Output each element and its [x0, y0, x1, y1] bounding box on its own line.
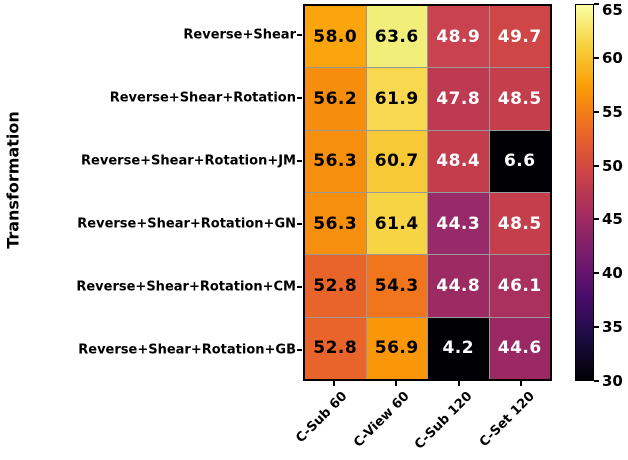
- heatmap-cell: 4.2: [428, 317, 489, 379]
- heatmap-cell: 58.0: [305, 6, 366, 68]
- axis-tick: [594, 380, 599, 382]
- colorbar-tick-label: 30: [602, 372, 623, 390]
- axis-tick: [594, 3, 599, 5]
- colorbar-tick-label: 45: [602, 210, 623, 229]
- heatmap-cell: 48.5: [489, 68, 550, 130]
- axis-tick: [594, 326, 599, 329]
- axis-tick: [333, 381, 336, 386]
- heatmap-cell: 61.4: [366, 192, 427, 255]
- colorbar-tick-label: 35: [602, 318, 623, 337]
- heatmap-cell: 48.4: [428, 130, 489, 192]
- heatmap-cell: 56.9: [366, 317, 427, 379]
- axis-tick: [519, 381, 522, 386]
- heatmap-cell: 48.5: [489, 192, 550, 255]
- heatmap-cell: 44.6: [489, 317, 550, 379]
- axis-tick: [297, 34, 302, 37]
- heatmap-cell: 60.7: [366, 130, 427, 192]
- y-axis-label: Transformation: [3, 111, 23, 249]
- axis-tick: [594, 272, 599, 275]
- heatmap-cell: 47.8: [428, 68, 489, 130]
- colorbar-tick-label: 55: [602, 102, 623, 121]
- colorbar-tick-label: 40: [602, 264, 623, 283]
- axis-tick: [594, 164, 599, 167]
- row-label: Reverse+Shear+Rotation: [109, 90, 296, 106]
- heatmap-cell: 61.9: [366, 68, 427, 130]
- heatmap-cell: 63.6: [366, 6, 427, 68]
- colorbar-tick-label: 50: [602, 156, 623, 175]
- column-label: C-View 60: [351, 389, 413, 451]
- axis-tick: [297, 97, 302, 100]
- heatmap-cell: 46.1: [489, 255, 550, 317]
- row-label: Reverse+Shear+Rotation+GB: [78, 342, 296, 358]
- heatmap-cell: 44.3: [428, 192, 489, 255]
- axis-tick: [297, 160, 302, 163]
- column-label: C-Sub 120: [411, 389, 476, 453]
- column-label: C-Set 120: [476, 389, 538, 451]
- heatmap-cell: 48.9: [428, 6, 489, 68]
- axis-tick: [594, 218, 599, 221]
- heatmap-cell: 56.3: [305, 192, 366, 255]
- axis-tick: [395, 381, 398, 386]
- heatmap-cell: 52.8: [305, 317, 366, 379]
- colorbar: [575, 4, 594, 381]
- heatmap-cell: 6.6: [489, 130, 550, 192]
- heatmap-cell: 49.7: [489, 6, 550, 68]
- row-label: Reverse+Shear+Rotation+CM: [76, 279, 296, 295]
- row-label: Reverse+Shear+Rotation+GN: [77, 216, 296, 232]
- heatmap-cell: 54.3: [366, 255, 427, 317]
- heatmap-cell: 56.3: [305, 130, 366, 192]
- heatmap-grid: 58.0 63.6 48.9 49.7 56.2 61.9 47.8 48.5 56.3 60.7…: [303, 4, 552, 381]
- heatmap-cell: 56.2: [305, 68, 366, 130]
- row-label: Reverse+Shear+Rotation+JM: [81, 153, 296, 169]
- axis-tick: [594, 56, 599, 59]
- column-label: C-Sub 60: [293, 389, 351, 447]
- axis-tick: [297, 348, 302, 351]
- axis-tick: [297, 285, 302, 288]
- axis-tick: [297, 222, 302, 225]
- axis-tick: [457, 381, 460, 386]
- colorbar-tick-label: 65: [602, 1, 623, 19]
- axis-tick: [594, 110, 599, 113]
- heatmap-cell: 52.8: [305, 255, 366, 317]
- heatmap-cell: 44.8: [428, 255, 489, 317]
- row-label: Reverse+Shear: [183, 27, 296, 43]
- colorbar-tick-label: 60: [602, 48, 623, 67]
